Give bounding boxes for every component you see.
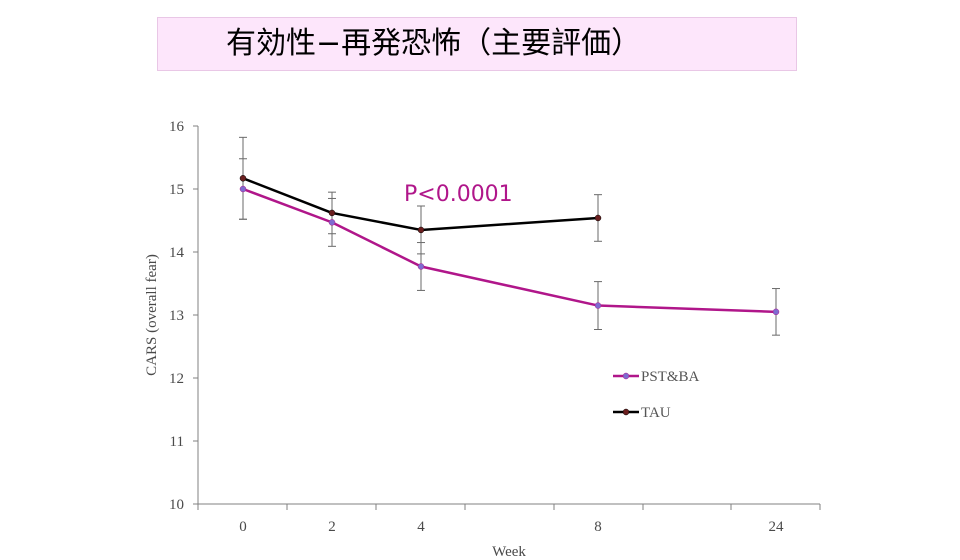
y-tick-label: 12 — [169, 371, 184, 387]
title-banner: 有効性−再発恐怖（主要評価） — [157, 17, 797, 71]
y-tick-label: 13 — [169, 308, 184, 324]
slide-title: 有効性−再発恐怖（主要評価） — [226, 26, 642, 61]
x-axis-title: Week — [492, 544, 526, 560]
data-point — [594, 214, 602, 222]
data-point — [417, 226, 425, 234]
y-tick-label: 14 — [169, 245, 185, 261]
x-tick-label: 4 — [417, 519, 425, 535]
data-point — [239, 185, 247, 193]
y-tick-label: 16 — [169, 119, 185, 135]
x-tick-label: 8 — [594, 519, 602, 535]
legend-label: PST&BA — [641, 369, 700, 385]
data-point — [328, 219, 336, 226]
legend-marker — [622, 372, 630, 380]
data-point — [239, 175, 247, 182]
x-tick-label: 24 — [769, 519, 785, 535]
legend-label: TAU — [641, 405, 671, 421]
data-point — [594, 302, 602, 309]
y-tick-label: 15 — [169, 182, 184, 198]
data-point — [417, 263, 425, 270]
x-tick-label: 0 — [239, 519, 247, 535]
data-point — [772, 308, 780, 316]
series-line-tau — [242, 177, 599, 232]
legend-marker — [622, 408, 630, 416]
y-tick-label: 10 — [169, 497, 184, 513]
y-axis-title: CARS (overall fear) — [144, 254, 160, 376]
y-tick-label: 11 — [170, 434, 184, 450]
data-point — [328, 209, 336, 217]
x-tick-label: 2 — [328, 519, 336, 535]
significance-annotation: P<0.0001 — [404, 182, 513, 207]
series-line-pst-ba — [242, 187, 777, 314]
